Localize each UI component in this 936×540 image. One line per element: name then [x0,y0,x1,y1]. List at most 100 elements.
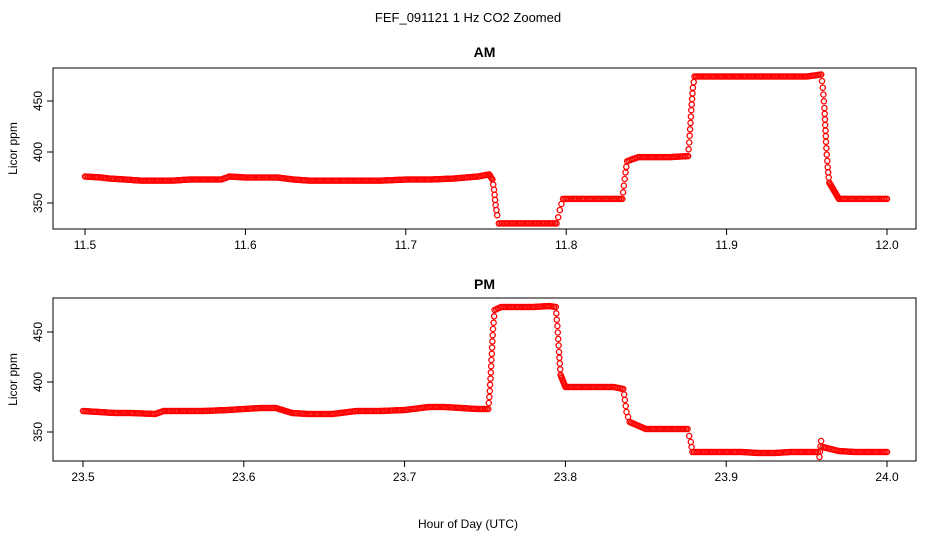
data-point [491,196,499,204]
data-point [621,175,628,183]
data-point [619,195,626,203]
x-tick-label: 11.8 [555,238,578,252]
x-tick-label: 23.8 [554,470,578,484]
data-point [816,453,823,461]
data-point [621,396,629,404]
data-point [489,325,497,333]
data-point [820,98,828,105]
data-point [823,151,831,158]
data-point [821,110,828,118]
data-point [883,195,891,203]
data-points-am [81,71,891,227]
x-axis-am: 11.5 11.6 11.7 11.8 11.9 12.0 [74,229,899,252]
y-tick-label: 350 [31,422,45,442]
data-point [821,104,828,112]
data-point [553,316,561,323]
data-point [687,119,694,127]
data-point [487,375,494,382]
data-point [688,106,695,114]
data-point [620,391,628,398]
data-point [820,91,827,98]
data-point [485,399,493,407]
data-point [688,95,696,103]
data-point [553,310,560,317]
data-point [554,329,562,336]
data-point [487,362,495,370]
data-point [622,169,629,176]
data-point [552,303,560,311]
data-point [685,432,693,440]
data-point [555,342,562,349]
data-point [687,438,695,446]
y-axis-pm: 350 400 450 [31,322,53,442]
data-point [822,132,830,140]
x-tick-label: 23.5 [71,470,95,484]
figure-title: FEF_091121 1 Hz CO2 Zoomed [375,10,561,25]
data-point [490,319,497,326]
y-tick-label: 400 [31,142,45,162]
data-point [556,354,563,362]
data-point [486,393,493,401]
y-axis-label-pm: Licor ppm [6,353,20,406]
data-point [558,200,565,208]
data-point [686,126,694,133]
data-point [488,350,496,358]
data-point [883,448,891,456]
panel-title-am: AM [474,44,496,60]
data-point [554,322,561,330]
data-point [685,146,692,153]
data-point [489,331,496,339]
data-point [489,338,496,345]
data-point [620,182,628,189]
data-point [824,157,831,165]
x-axis-pm: 23.5 23.6 23.7 23.8 23.9 24.0 [71,461,899,484]
data-points-pm [79,302,891,461]
data-point [486,387,494,395]
y-tick-label: 400 [31,372,45,392]
data-point [818,77,826,85]
y-axis-label-am: Licor ppm [6,122,20,175]
data-point [819,84,827,91]
x-tick-label: 23.6 [232,470,256,484]
data-point [555,348,563,356]
data-point [823,144,830,152]
data-point [688,101,695,108]
data-point [484,405,492,413]
data-point [490,313,498,320]
y-tick-label: 450 [31,322,45,342]
data-point [493,211,501,219]
data-point [689,90,696,97]
data-point [556,360,564,367]
data-point [822,138,830,146]
data-point [825,174,832,181]
data-point [686,132,693,139]
data-point [489,181,497,188]
data-point [817,437,825,445]
data-point [556,366,564,373]
data-point [488,344,496,351]
data-point [689,84,697,91]
data-point [623,163,630,171]
x-tick-label: 11.9 [715,238,738,252]
x-tick-label: 12.0 [875,238,899,252]
data-point [492,201,499,209]
data-point [556,206,564,214]
y-axis-am: 350 400 450 [31,91,53,213]
x-tick-label: 23.9 [715,470,739,484]
data-point [493,206,500,214]
data-point [553,220,560,227]
data-point [486,381,494,389]
data-point [622,402,629,410]
data-point [824,164,831,171]
data-point [554,335,562,343]
data-point [821,121,829,129]
data-point [684,425,691,433]
plot-frame-pm [52,297,917,462]
data-point [488,356,495,364]
panel-title-pm: PM [474,276,495,292]
data-point [554,214,562,221]
panel-am: AM Licor ppm 11.5 11.6 11.7 11.8 11.9 12.0 35… [6,44,917,252]
data-point [824,169,832,176]
x-tick-label: 11.6 [234,238,257,252]
